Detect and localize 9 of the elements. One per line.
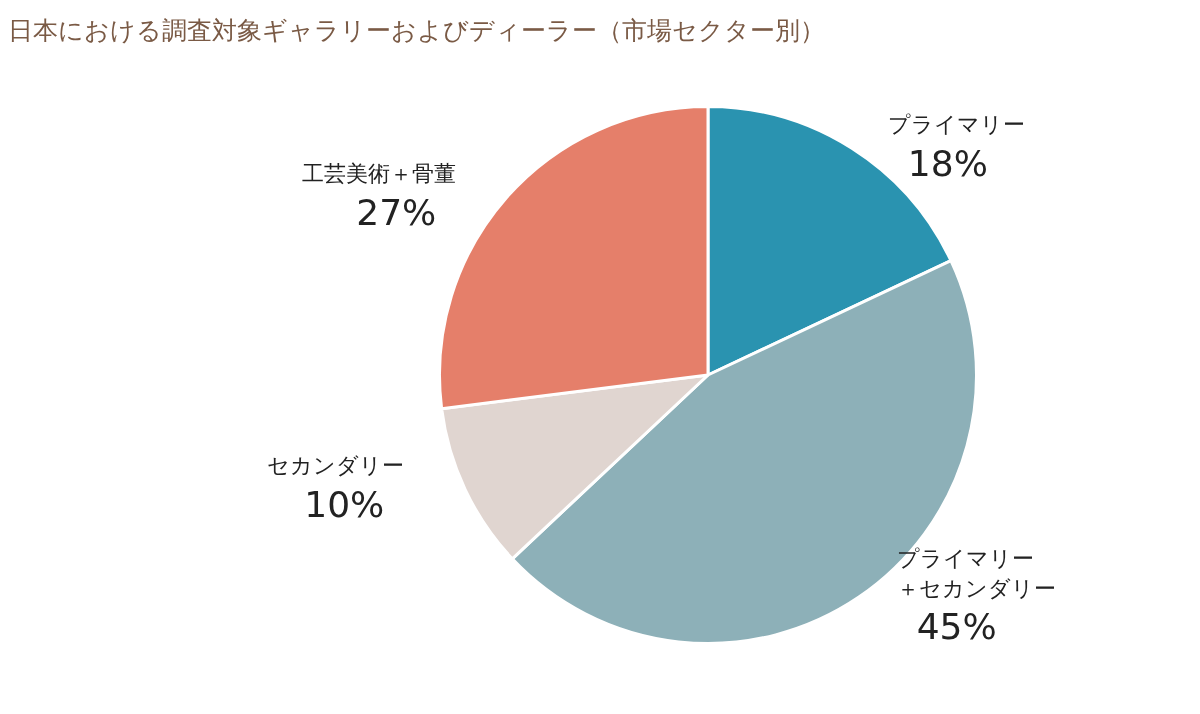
data-label: 10% <box>304 483 385 525</box>
slice-label: セカンダリー <box>267 453 405 479</box>
slice-label: プライマリー＋セカンダリー <box>896 545 1056 601</box>
slice-label: 工芸美術＋骨董 <box>302 161 457 187</box>
data-label: 45% <box>916 606 997 648</box>
data-label: 18% <box>907 142 988 184</box>
chart-title: 日本における調査対象ギャラリーおよびディーラー（市場セクター別） <box>8 15 825 47</box>
slice-label: プライマリー <box>887 112 1025 138</box>
data-label: 27% <box>356 191 437 233</box>
